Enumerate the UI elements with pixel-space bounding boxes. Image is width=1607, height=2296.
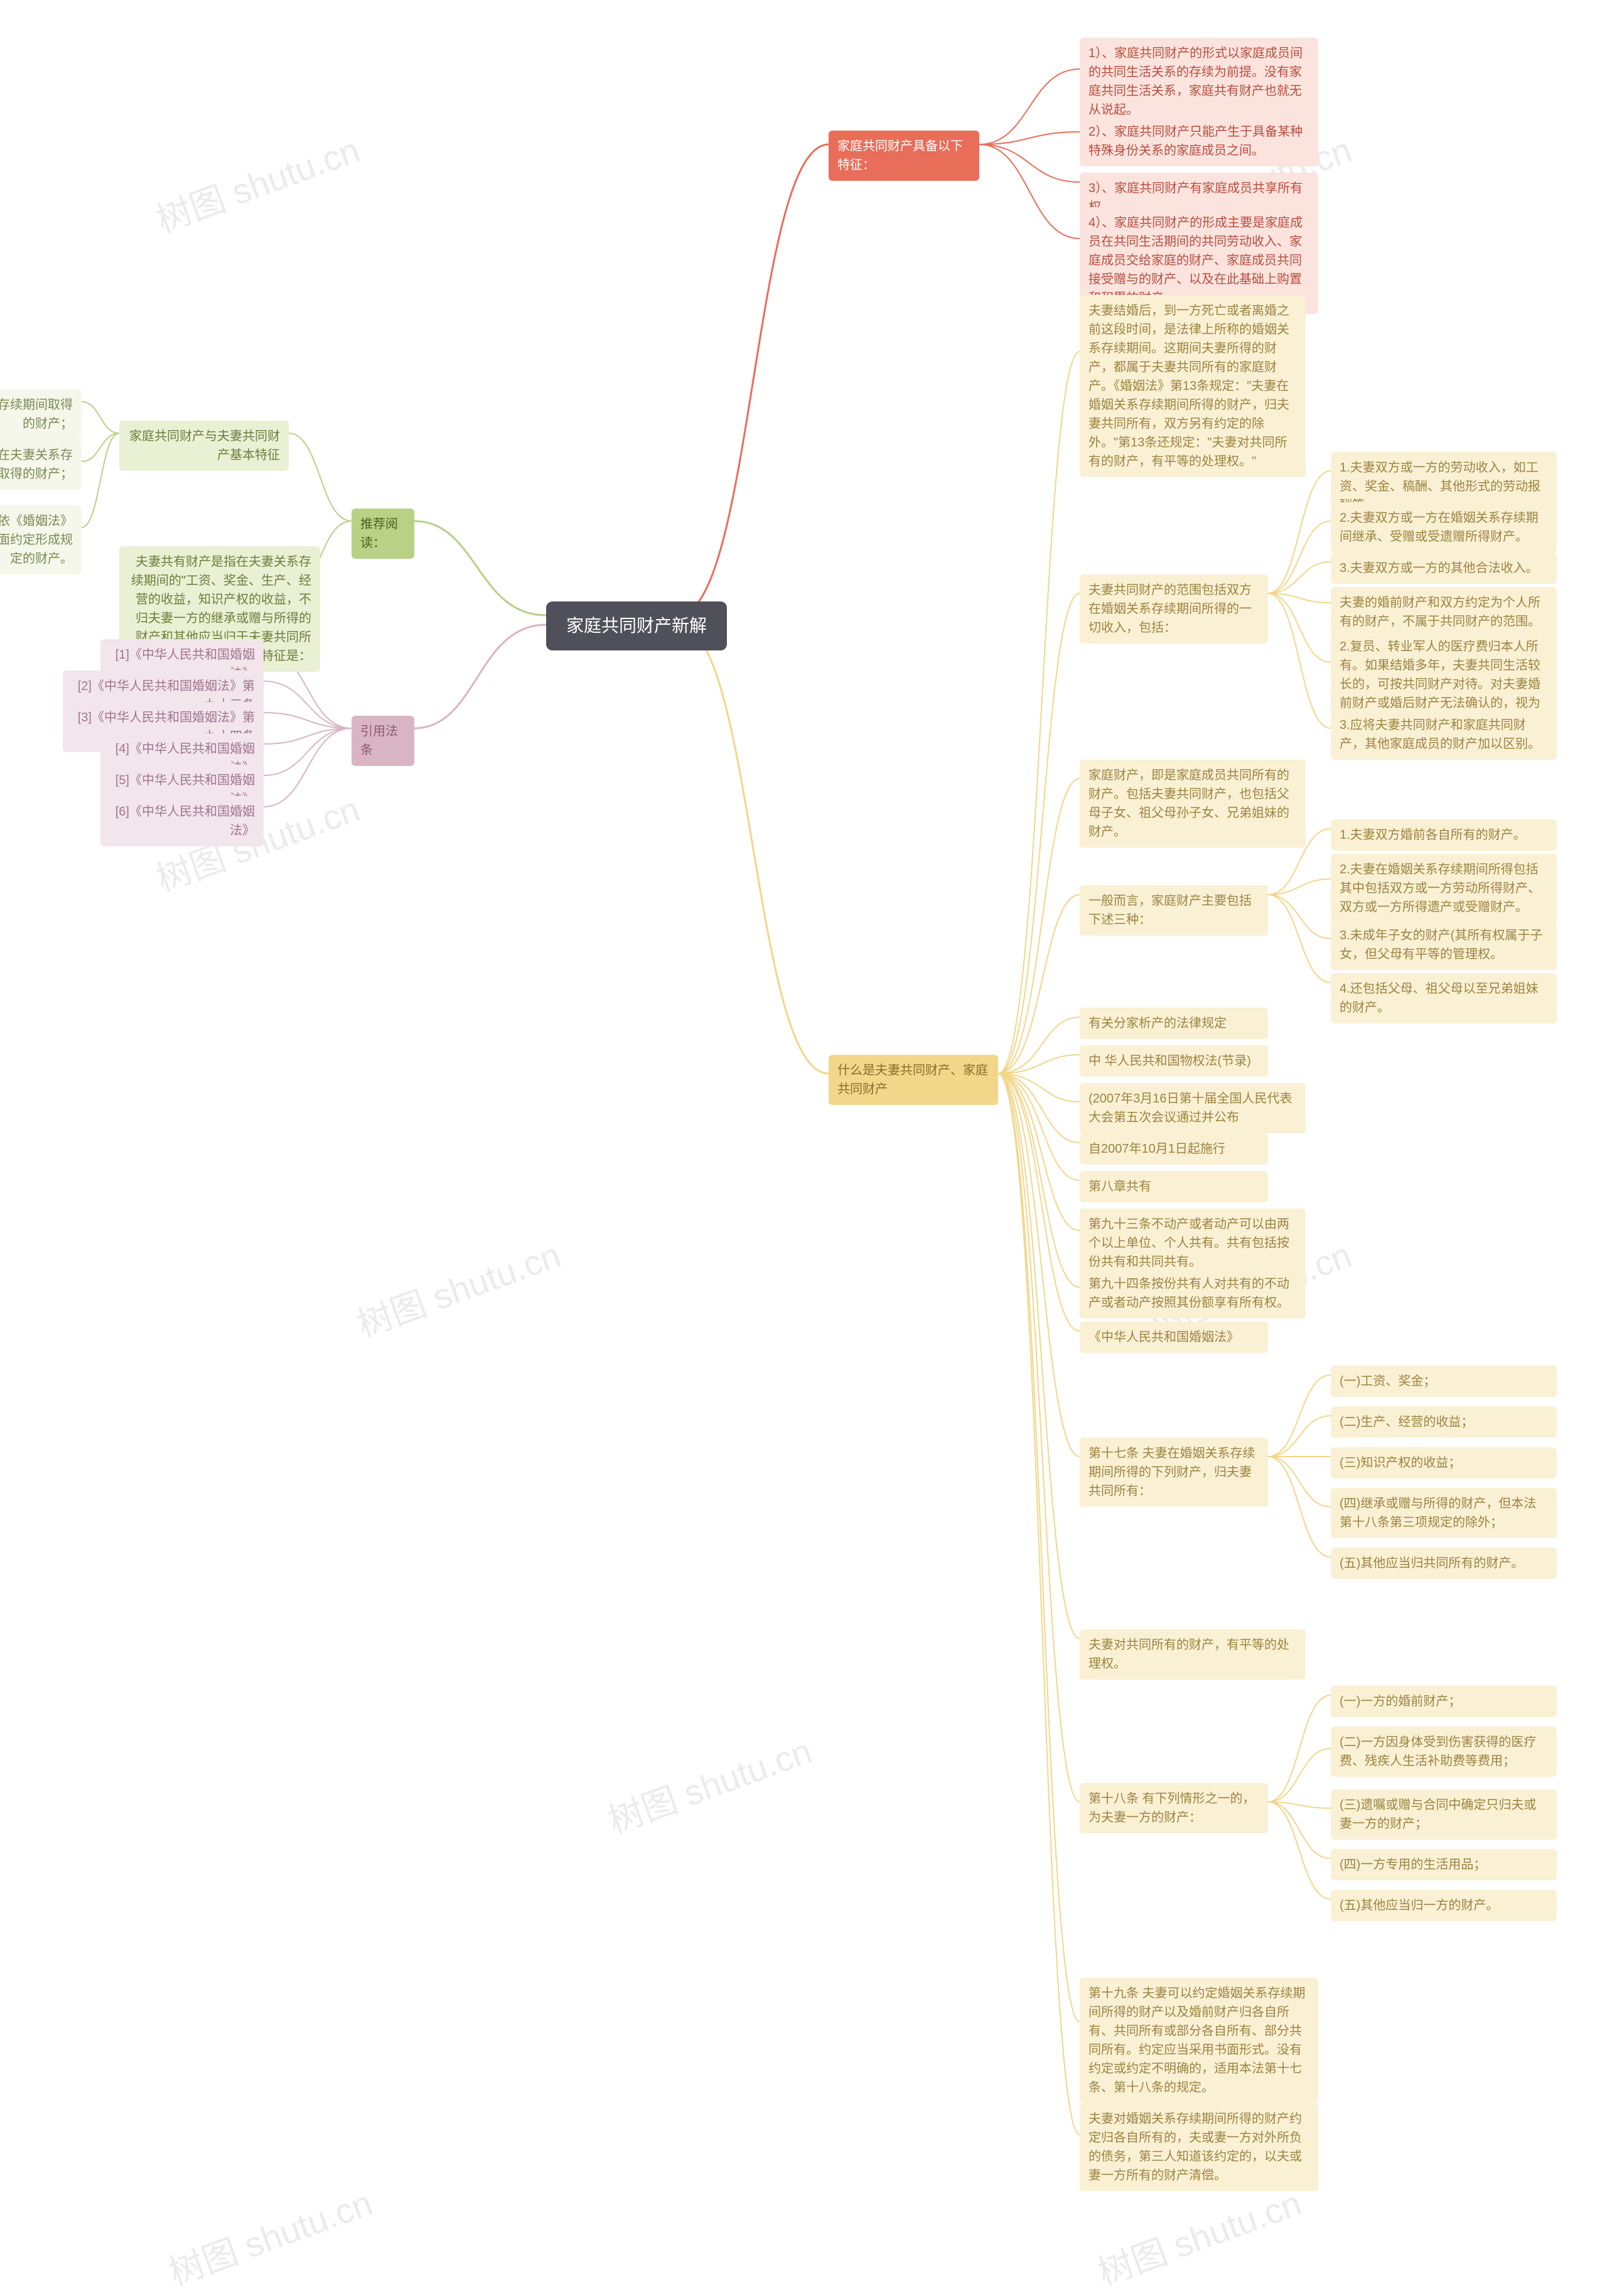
b4-c-3: (四)继承或赠与所得的财产，但本法第十八条第三项规定的除外； [1331, 1488, 1557, 1538]
b4-flat-5: 自2007年10月1日起施行 [1080, 1133, 1268, 1165]
b4-flat-1: 家庭财产，即是家庭成员共同所有的财产。包括夫妻共同财产，也包括父母子女、祖父母孙… [1080, 760, 1306, 848]
recommend-sub1: 家庭共同财产与夫妻共同财产基本特征 [119, 421, 289, 471]
watermark: 树图 shutu.cn [148, 122, 366, 242]
b4-flat-7: 第九十三条不动产或者动产可以由两个以上单位、个人共有。共有包括按份共有和共同共有… [1080, 1209, 1306, 1278]
watermark: 树图 shutu.cn [1090, 2175, 1308, 2295]
branch-characteristics[interactable]: 家庭共同财产具备以下特征： [829, 131, 979, 181]
b4-flat-2: 有关分家析产的法律规定 [1080, 1008, 1268, 1039]
b4-a-5: 3.应将夫妻共同财产和家庭共同财产，其他家庭成员的财产加以区别。 [1331, 709, 1557, 760]
b4-b-3: 4.还包括父母、祖父母以至兄弟姐妹的财产。 [1331, 973, 1557, 1023]
b4-group-c: 第十七条 夫妻在婚姻关系存续期间所得的下列财产，归夫妻共同所有： [1080, 1438, 1268, 1507]
branch-citations[interactable]: 引用法条 [352, 716, 414, 766]
b4-a-2: 3.夫妻双方或一方的其他合法收入。 [1331, 552, 1557, 584]
b4-d-4: (五)其他应当归一方的财产。 [1331, 1890, 1557, 1921]
b4-flat-9: 《中华人民共和国婚姻法》 [1080, 1322, 1268, 1353]
b4-b-1: 2.夫妻在婚姻关系存续期间所得包括其中包括双方或一方劳动所得财产、双方或一方所得… [1331, 854, 1557, 923]
b4-a-1: 2.夫妻双方或一方在婚姻关系存续期间继承、受赠或受遗赠所得财产。 [1331, 502, 1557, 552]
b4-d-2: (三)遗嘱或赠与合同中确定只归夫或妻一方的财产； [1331, 1789, 1557, 1840]
b4-flat-0: 夫妻结婚后，到一方死亡或者离婚之前这段时间，是法律上所称的婚姻关系存续期间。这期… [1080, 295, 1306, 477]
watermark: 树图 shutu.cn [161, 2175, 379, 2295]
b4-d-3: (四)一方专用的生活用品； [1331, 1849, 1557, 1880]
b4-flat-6: 第八章共有 [1080, 1171, 1268, 1202]
b4-d-0: (一)一方的婚前财产； [1331, 1686, 1557, 1717]
root-node[interactable]: 家庭共同财产新解 [546, 601, 727, 650]
recommend-sub1-item-2: 二、夫妻之间在夫妻关系存续期间各自取得的财产； [0, 439, 82, 490]
char-item-1: 1）、家庭共同财产的形式以家庭成员间的共同生活关系的存续为前提。没有家庭共同生活… [1080, 38, 1318, 126]
b4-c-2: (三)知识产权的收益； [1331, 1447, 1557, 1479]
b4-flat-8: 第九十四条按份共有人对共有的不动产或者动产按照其份额享有所有权。 [1080, 1268, 1306, 1318]
b4-flat-12: 夫妻对婚姻关系存续期间所得的财产约定归各自所有的，夫或妻一方对外所负的债务，第三… [1080, 2103, 1318, 2191]
watermark: 树图 shutu.cn [349, 1227, 567, 1347]
b4-c-4: (五)其他应当归共同所有的财产。 [1331, 1548, 1557, 1579]
recommend-sub1-item-1: 一、夫妻关系存续期间取得的财产； [0, 389, 82, 439]
b4-group-b: 一般而言，家庭财产主要包括下述三种： [1080, 885, 1268, 935]
branch-recommend[interactable]: 推荐阅读： [352, 509, 414, 559]
b4-flat-10: 夫妻对共同所有的财产，有平等的处理权。 [1080, 1629, 1306, 1679]
b4-b-0: 1.夫妻双方婚前各自所有的财产。 [1331, 819, 1557, 851]
branch-what-is[interactable]: 什么是夫妻共同财产、家庭共同财产 [829, 1055, 998, 1105]
b4-flat-4: (2007年3月16日第十届全国人民代表大会第五次会议通过并公布 [1080, 1083, 1306, 1133]
char-item-2: 2）、家庭共同财产只能产生于具备某种特殊身份关系的家庭成员之间。 [1080, 116, 1318, 166]
b4-flat-3: 中 华人民共和国物权法(节录) [1080, 1045, 1268, 1077]
connectors [0, 0, 1607, 2277]
b4-b-2: 3.未成年子女的财产(其所有权属于子女，但父母有平等的管理权。 [1331, 920, 1557, 970]
b4-a-3: 夫妻的婚前财产和双方约定为个人所有的财产，不属于共同财产的范围。 [1331, 587, 1557, 637]
b4-group-d: 第十八条 有下列情形之一的，为夫妻一方的财产： [1080, 1783, 1268, 1833]
b4-c-0: (一)工资、奖金； [1331, 1366, 1557, 1397]
b4-group-a: 夫妻共同财产的范围包括双方在婚姻关系存续期间所得的一切收入，包括： [1080, 574, 1268, 644]
b4-c-1: (二)生产、经营的收益； [1331, 1406, 1557, 1438]
recommend-sub1-item-3: 三、夫妻之间依《婚姻法》的规定采取书面约定形成规定的财产。 [0, 505, 82, 574]
watermark: 树图 shutu.cn [600, 1723, 818, 1843]
b4-flat-11: 第十九条 夫妻可以约定婚姻关系存续期间所得的财产以及婚前财产归各自所有、共同所有… [1080, 1978, 1318, 2103]
b4-d-1: (二)一方因身体受到伤害获得的医疗费、残疾人生活补助费等费用； [1331, 1727, 1557, 1777]
cite-6: [6]《中华人民共和国婚姻法》 [100, 796, 264, 846]
